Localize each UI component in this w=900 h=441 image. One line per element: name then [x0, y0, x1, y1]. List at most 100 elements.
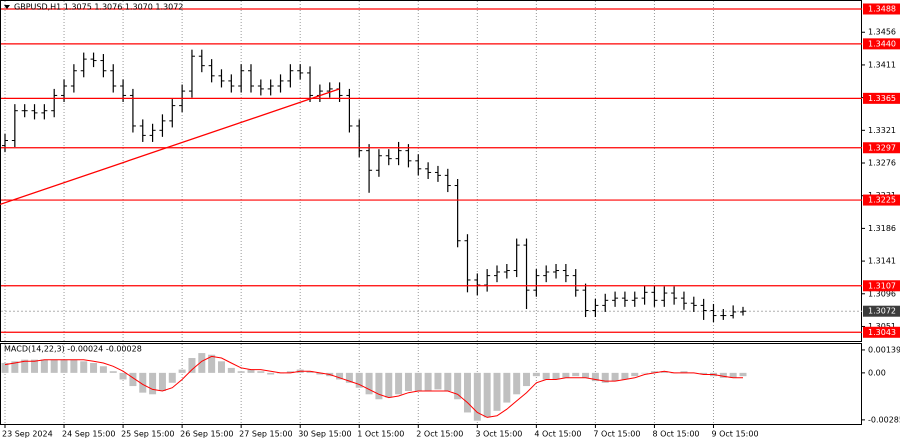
level-label: 1.3365: [868, 94, 896, 103]
macd-bar: [139, 372, 147, 393]
macd-bar: [375, 372, 383, 400]
current-price-label: 1.3072: [868, 307, 896, 316]
x-tick-label: 3 Oct 15:00: [475, 430, 522, 439]
macd-bar: [267, 372, 275, 375]
macd-bar: [70, 359, 78, 373]
macd-bar: [40, 359, 48, 373]
level-label: 1.3225: [868, 196, 896, 205]
level-label-box: [863, 280, 900, 292]
level-label-box: [863, 142, 900, 154]
macd-bar: [424, 372, 432, 392]
macd-bar: [31, 359, 39, 373]
macd-bar: [21, 359, 29, 373]
y-tick-label: 1.3276: [868, 159, 896, 168]
macd-bar: [90, 362, 98, 373]
macd-bar: [365, 372, 373, 395]
macd-bar: [493, 372, 501, 411]
macd-bar: [444, 372, 452, 392]
macd-bar: [129, 372, 137, 387]
macd-bar: [385, 372, 393, 398]
macd-bar: [503, 372, 511, 403]
macd-bar: [178, 369, 186, 373]
macd-bar: [257, 371, 265, 373]
macd-bar: [434, 372, 442, 390]
macd-bar: [532, 372, 540, 377]
y-tick-label: -0.00285: [868, 415, 900, 424]
x-tick-label: 27 Sep 15:00: [239, 430, 292, 439]
macd-bar: [80, 361, 88, 373]
x-tick-label: 8 Oct 15:00: [652, 430, 699, 439]
macd-bar: [404, 372, 412, 392]
macd-bar: [552, 372, 560, 380]
signal-line: [4, 355, 743, 418]
macd-bar: [227, 367, 235, 373]
price-pane: [0, 0, 862, 342]
macd-bar: [119, 372, 127, 380]
level-label: 1.3488: [868, 4, 896, 13]
macd-bar: [621, 372, 629, 380]
title-arrow: [4, 5, 10, 9]
x-tick-label: 2 Oct 15:00: [416, 430, 463, 439]
x-tick-label: 4 Oct 15:00: [534, 430, 581, 439]
macd-bar: [631, 372, 639, 377]
macd-bar: [700, 372, 708, 375]
macd-bar: [414, 372, 422, 392]
macd-bar: [473, 372, 481, 421]
level-label-box: [863, 38, 900, 50]
macd-bar: [149, 372, 157, 395]
x-tick-label: 26 Sep 15:00: [180, 430, 233, 439]
level-label-box: [863, 326, 900, 338]
x-tick-label: 30 Sep 15:00: [298, 430, 351, 439]
macd-bar: [454, 372, 462, 400]
level-label: 1.3297: [868, 143, 896, 152]
y-tick-label: 0.00: [868, 368, 886, 377]
macd-bar: [217, 361, 225, 373]
macd-bar: [582, 372, 590, 378]
x-tick-label: 23 Sep 2024: [2, 430, 53, 439]
macd-bar: [247, 369, 255, 373]
macd-bar: [198, 353, 206, 373]
level-label-box: [863, 92, 900, 104]
macd-bar: [188, 358, 196, 373]
macd-bar: [680, 371, 688, 373]
macd-bar: [286, 371, 294, 373]
macd-bar: [60, 359, 68, 373]
y-tick-label: 1.3141: [868, 257, 896, 266]
y-tick-label: 1.3411: [868, 60, 896, 69]
macd-bar: [641, 372, 649, 374]
macd-bar: [483, 372, 491, 418]
y-tick-label: 0.00139: [868, 345, 900, 354]
y-tick-label: 1.3051: [868, 322, 896, 331]
y-tick-label: 1.3186: [868, 224, 896, 233]
level-label: 1.3440: [868, 39, 896, 48]
macd-bar: [513, 372, 521, 395]
macd-bar: [523, 372, 531, 387]
y-tick-label: 1.3321: [868, 126, 896, 135]
x-tick-label: 9 Oct 15:00: [711, 430, 758, 439]
level-label-box: [863, 194, 900, 206]
macd-bar: [1, 362, 9, 373]
current-price-box: [863, 305, 900, 317]
macd-bar: [463, 372, 471, 413]
macd-bar: [99, 366, 107, 373]
level-label-box: [863, 3, 900, 15]
macd-bar: [601, 372, 609, 383]
y-tick-label: 1.3456: [868, 28, 896, 37]
macd-bar: [11, 361, 19, 373]
macd-bar: [50, 359, 58, 373]
macd-title: MACD(14,22,3) -0.00024 -0.00028: [4, 345, 142, 354]
x-tick-label: 24 Sep 15:00: [62, 430, 115, 439]
level-label: 1.3107: [868, 281, 896, 290]
macd-bar: [542, 372, 550, 380]
macd-bar: [572, 372, 580, 377]
macd-bar: [719, 372, 727, 378]
macd-bar: [336, 372, 344, 380]
macd-bar: [109, 371, 117, 373]
trendline: [0, 88, 340, 206]
macd-bar: [355, 372, 363, 388]
macd-bar: [237, 371, 245, 373]
macd-bar: [395, 372, 403, 395]
macd-bar: [306, 371, 314, 373]
